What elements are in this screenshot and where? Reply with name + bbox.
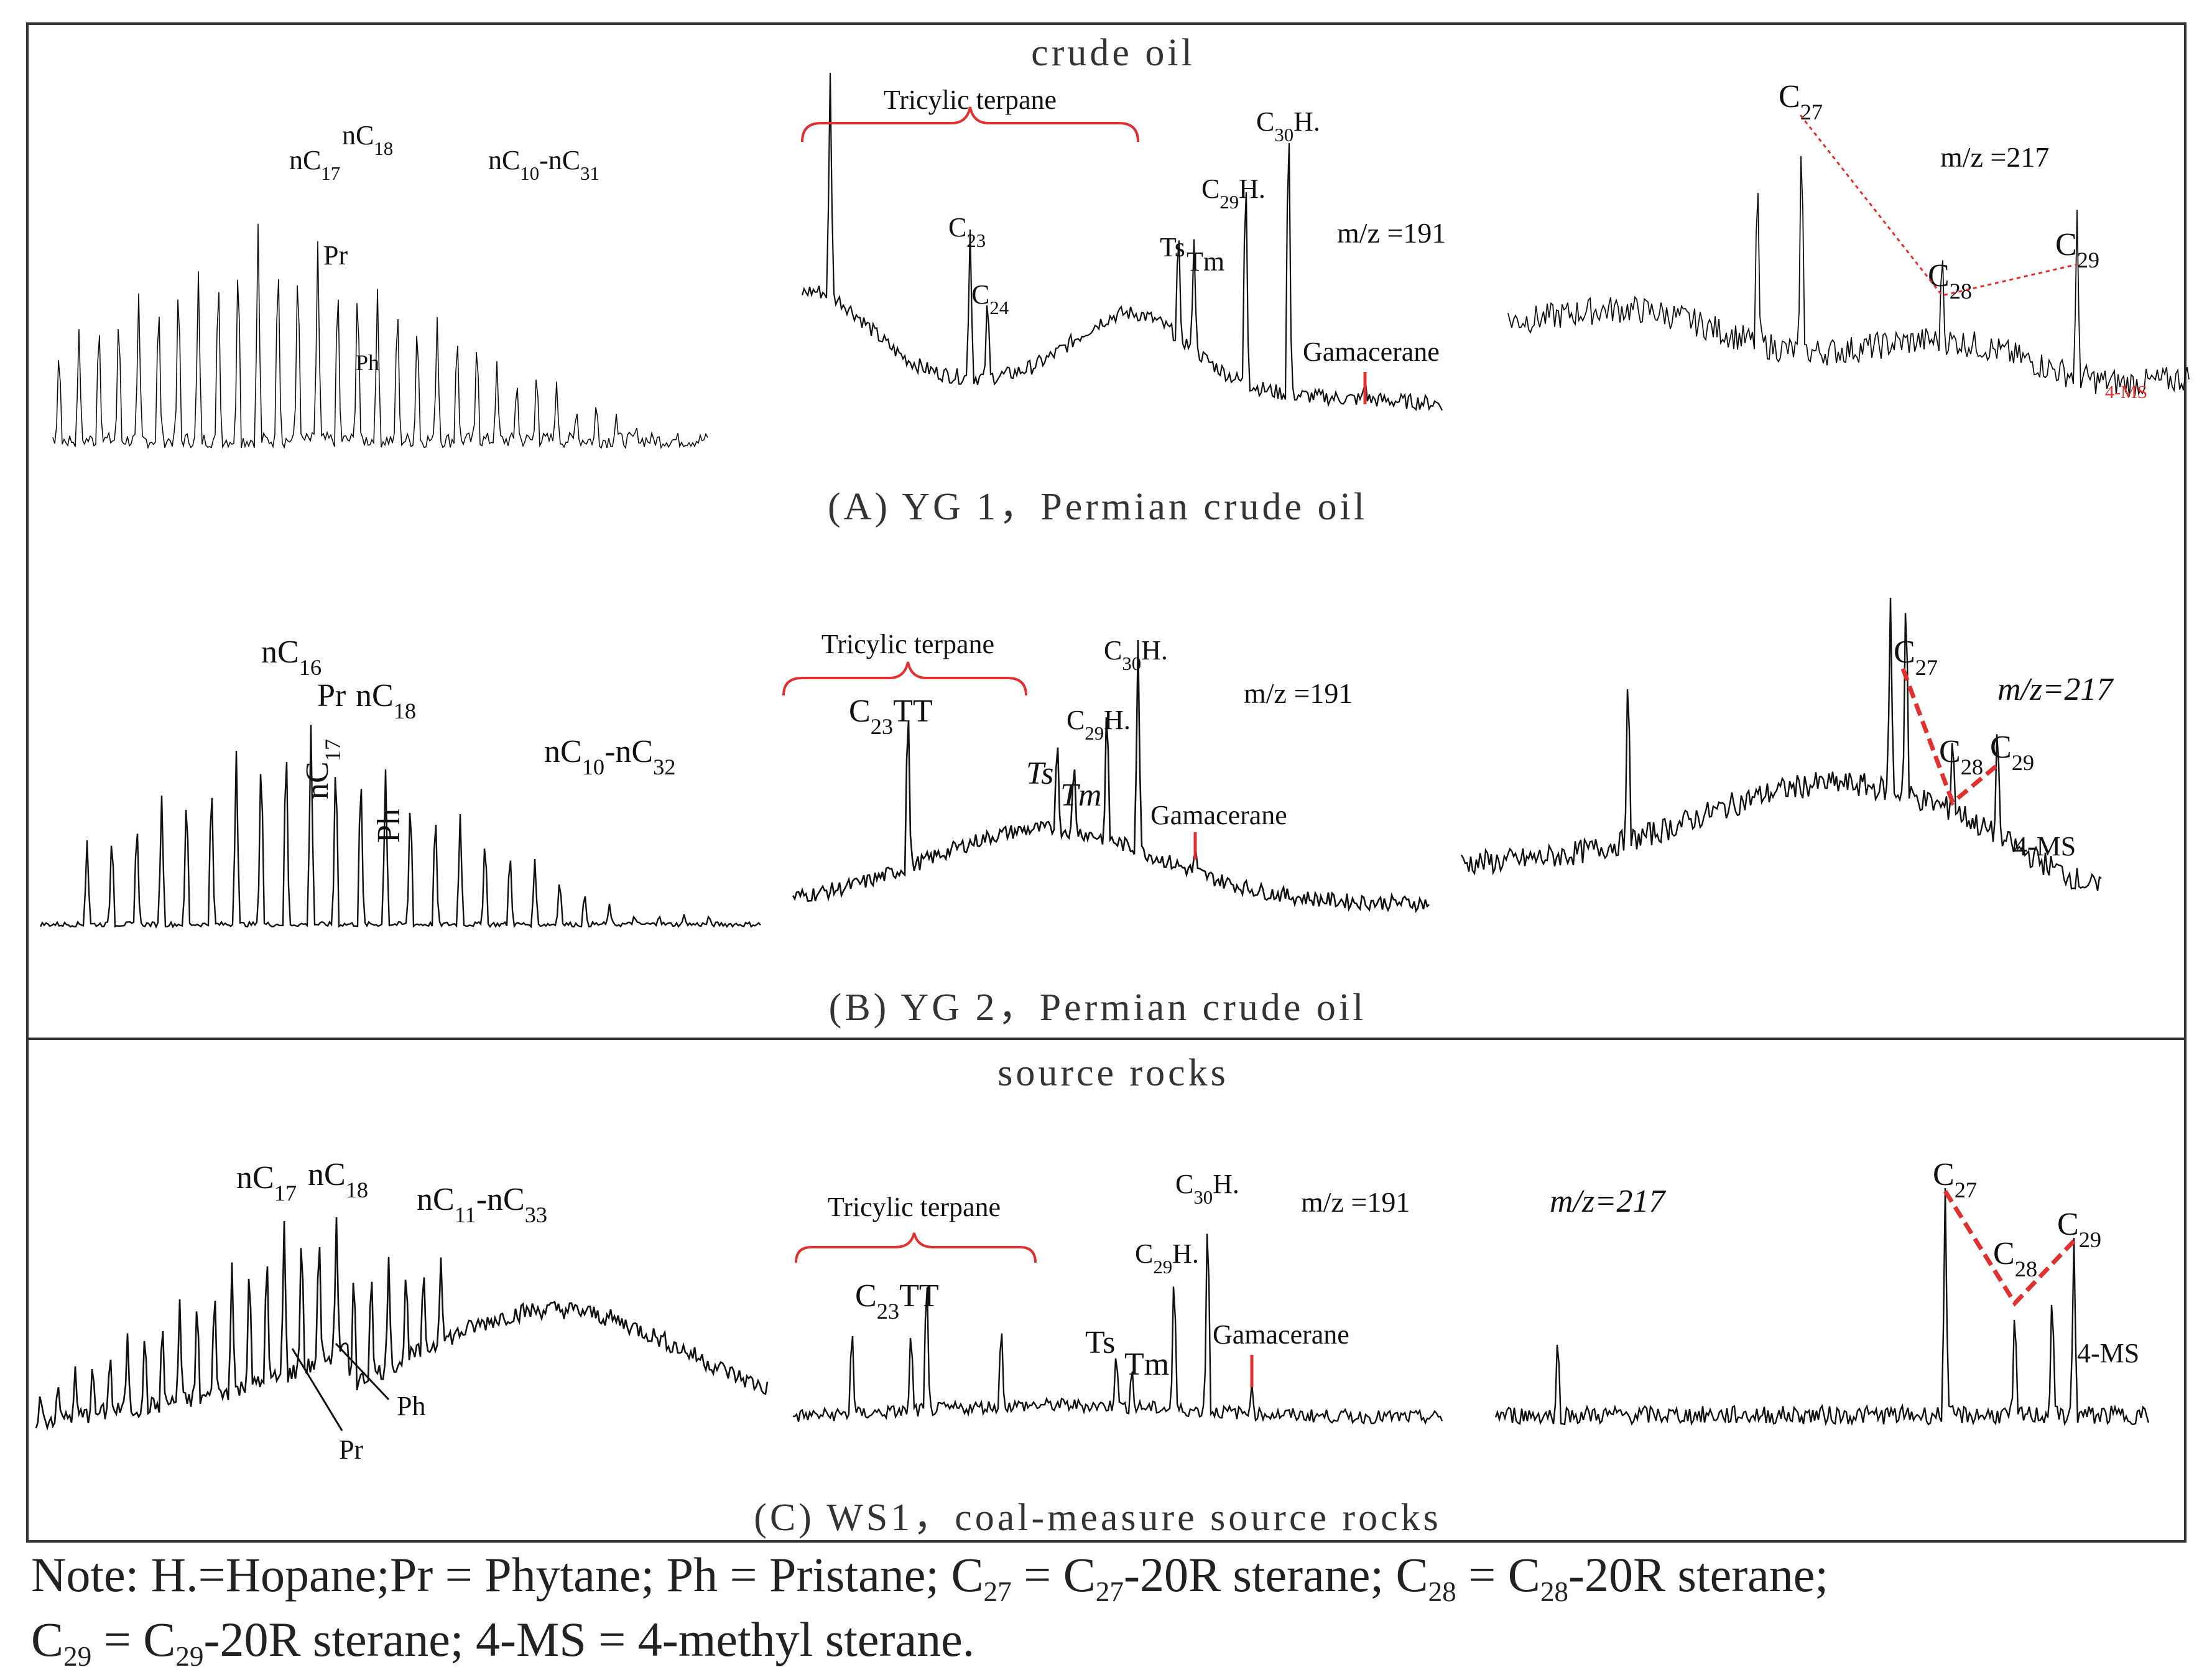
alkane-label-pr: Pr	[317, 678, 346, 713]
peak-label-tm: Tm	[1060, 778, 1101, 813]
alkane-label-nc18: nC18	[356, 678, 416, 723]
tricyclic-label: Tricylic terpane	[821, 629, 994, 659]
alkane-label-ph: Ph	[397, 1391, 425, 1421]
mz-label: m/z =217	[1940, 141, 2049, 173]
tricyclic-label: Tricylic terpane	[884, 85, 1057, 115]
caption-b: (B) YG 2，Permian crude oil	[829, 987, 1367, 1029]
four-ms-label: 4-MS	[2014, 831, 2076, 862]
sterane-triangle	[1943, 1190, 2076, 1307]
tricyclic-label: Tricylic terpane	[828, 1192, 1001, 1222]
peak-label-c29h: C29H.	[1135, 1238, 1199, 1278]
four-ms-label: 4-MS	[2105, 382, 2147, 402]
figure-note: Note: H.=Hopane;Pr = Phytane; Ph = Prist…	[31, 1543, 2183, 1672]
tricyclic-bracket	[782, 661, 1027, 696]
alkane-label-nc17: nC17	[300, 739, 345, 799]
tricyclic-bracket	[801, 106, 1139, 142]
section-title-source-rocks: source rocks	[997, 1052, 1229, 1094]
trace-a-alkane	[52, 223, 708, 450]
row-a-sterane-labels: C27 C28 C29 m/z =217 4-MS	[1779, 79, 2147, 402]
peak-label-c23tt: C23TT	[855, 1278, 939, 1324]
gamacerane-label: Gamacerane	[1213, 1319, 1349, 1350]
trace-c-alkane	[35, 1217, 769, 1431]
peak-label-c23: C23	[948, 212, 986, 251]
peak-label-c27: C27	[1894, 634, 1938, 680]
row-c-sterane-labels: m/z=217 C27 C28 C29 4-MS	[1550, 1157, 2139, 1368]
row-c-terpane-labels: Tricylic terpane C23TT Ts Tm C29H. C30H.…	[795, 1169, 1410, 1387]
peak-label-c29: C29	[1990, 730, 2034, 775]
alkane-label-ph: Ph	[371, 809, 407, 843]
trace-c-terpane	[792, 1233, 1443, 1425]
alkane-label-nc18: nC18	[308, 1157, 368, 1202]
sterane-triangle	[1900, 667, 1999, 806]
note-line-1: Note: H.=Hopane;Pr = Phytane; Ph = Prist…	[31, 1548, 1829, 1607]
peak-label-c27: C27	[1779, 79, 1823, 124]
peak-label-ts: Ts	[1160, 232, 1185, 262]
mz-label: m/z=217	[1550, 1184, 1666, 1219]
gamacerane-label: Gamacerane	[1303, 337, 1440, 367]
alkane-label-pr: Pr	[339, 1434, 363, 1465]
peak-label-c29: C29	[2055, 227, 2099, 272]
trace-b-sterane	[1460, 598, 2102, 891]
peak-label-ts: Ts	[1085, 1325, 1115, 1360]
sterane-triangle	[1799, 114, 2078, 297]
alkane-label-range: nC10-nC32	[544, 734, 675, 779]
row-b-alkane-labels: nC16 Pr nC18 nC17 Ph nC10-nC32	[261, 634, 675, 843]
caption-c: (C) WS1，coal-measure source rocks	[754, 1497, 1442, 1539]
row-b-terpane-labels: Tricylic terpane C23TT Ts Tm C29H. C30H.…	[782, 629, 1353, 860]
trace-b-terpane	[792, 639, 1430, 913]
peak-label-c29: C29	[2057, 1207, 2101, 1252]
peak-label-c23tt: C23TT	[849, 694, 933, 739]
ph-leader	[335, 1342, 390, 1401]
peak-label-tm: Tm	[1124, 1347, 1169, 1382]
figure-frame	[26, 22, 2187, 1543]
note-line-2: C29 = C29-20R sterane; 4-MS = 4-methyl s…	[31, 1612, 975, 1672]
peak-label-ts: Ts	[1026, 756, 1053, 791]
peak-label-tm: Tm	[1187, 246, 1224, 277]
section-title-crude-oil: crude oil	[1031, 32, 1195, 74]
alkane-label-pr: Pr	[323, 240, 348, 271]
alkane-label-range: nC10-nC31	[488, 145, 599, 184]
peak-label-c28: C28	[1939, 734, 1983, 779]
trace-c-sterane	[1494, 1187, 2150, 1426]
mz-label: m/z =191	[1337, 217, 1446, 249]
alkane-label-nc17: nC17	[289, 145, 340, 184]
tricyclic-bracket	[795, 1232, 1037, 1263]
trace-a-terpane	[801, 73, 1443, 411]
mz-label: m/z=217	[1997, 672, 2114, 707]
peak-label-c30h: C30H.	[1104, 635, 1168, 674]
peak-label-c30h: C30H.	[1175, 1169, 1239, 1208]
alkane-label-nc16: nC16	[261, 634, 322, 680]
trace-b-alkane	[39, 724, 761, 929]
peak-label-c28: C28	[1928, 258, 1972, 304]
row-c-alkane-labels: nC17 nC18 nC11-nC33 Pr Ph	[236, 1157, 547, 1465]
mz-label: m/z =191	[1301, 1186, 1410, 1218]
row-a-alkane-labels: nC17 nC18 Pr Ph nC10-nC31	[289, 120, 599, 375]
alkane-label-ph: Ph	[356, 350, 379, 375]
peak-label-c29h: C29H.	[1067, 705, 1131, 744]
trace-a-sterane	[1507, 156, 2190, 397]
peak-label-c24: C24	[971, 279, 1009, 318]
row-a-terpane-labels: Tricylic terpane C23 C24 Ts Tm C29H. C30…	[801, 85, 1446, 404]
alkane-label-nc18: nC18	[342, 120, 393, 159]
chromatogram-traces	[35, 73, 2190, 1431]
row-b-sterane-labels: C27 C28 C29 m/z=217 4-MS	[1894, 634, 2114, 862]
alkane-label-nc17: nC17	[236, 1160, 297, 1205]
four-ms-label: 4-MS	[2077, 1338, 2139, 1368]
mz-label: m/z =191	[1244, 677, 1353, 709]
peak-label-c30h: C30H.	[1256, 106, 1320, 146]
peak-label-c29h: C29H.	[1201, 174, 1266, 213]
alkane-label-range: nC11-nC33	[417, 1182, 547, 1227]
pr-leader	[291, 1348, 343, 1431]
peak-label-c28: C28	[1993, 1236, 2037, 1281]
caption-a: (A) YG 1，Permian crude oil	[828, 486, 1367, 528]
gamacerane-label: Gamacerane	[1150, 800, 1287, 830]
peak-label-c27: C27	[1933, 1157, 1977, 1202]
